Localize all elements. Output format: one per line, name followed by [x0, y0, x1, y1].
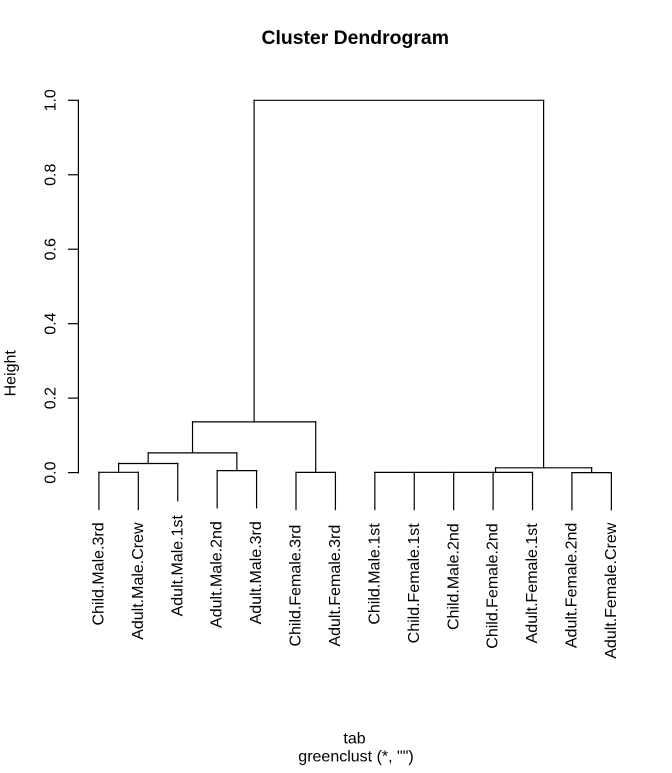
svg-text:Adult.Female.2nd: Adult.Female.2nd — [564, 523, 581, 648]
svg-text:greenclust (*, ""): greenclust (*, "") — [298, 748, 413, 765]
svg-text:Height: Height — [3, 350, 20, 397]
svg-text:Adult.Female.3rd: Adult.Female.3rd — [327, 525, 344, 647]
svg-text:0.2: 0.2 — [43, 387, 60, 409]
svg-text:Child.Female.1st: Child.Female.1st — [406, 523, 423, 644]
svg-text:0.6: 0.6 — [43, 238, 60, 260]
svg-text:Adult.Male.Crew: Adult.Male.Crew — [130, 522, 147, 640]
svg-text:Adult.Female.Crew: Adult.Female.Crew — [603, 522, 620, 658]
svg-text:0.0: 0.0 — [43, 461, 60, 483]
svg-text:Child.Male.2nd: Child.Male.2nd — [445, 523, 462, 630]
svg-text:Child.Female.3rd: Child.Female.3rd — [288, 525, 305, 647]
svg-text:Child.Male.1st: Child.Male.1st — [366, 523, 383, 625]
svg-text:Child.Male.3rd: Child.Male.3rd — [91, 522, 108, 625]
svg-text:Cluster Dendrogram: Cluster Dendrogram — [261, 27, 448, 49]
svg-text:0.4: 0.4 — [43, 312, 60, 334]
svg-text:0.8: 0.8 — [43, 164, 60, 186]
svg-text:Child.Female.2nd: Child.Female.2nd — [485, 523, 502, 648]
svg-text:1.0: 1.0 — [43, 89, 60, 111]
svg-text:Adult.Male.3rd: Adult.Male.3rd — [248, 521, 265, 624]
svg-text:tab: tab — [343, 730, 365, 747]
svg-text:Adult.Male.2nd: Adult.Male.2nd — [209, 521, 226, 628]
svg-text:Adult.Male.1st: Adult.Male.1st — [169, 514, 186, 616]
svg-text:Adult.Female.1st: Adult.Female.1st — [524, 523, 541, 644]
